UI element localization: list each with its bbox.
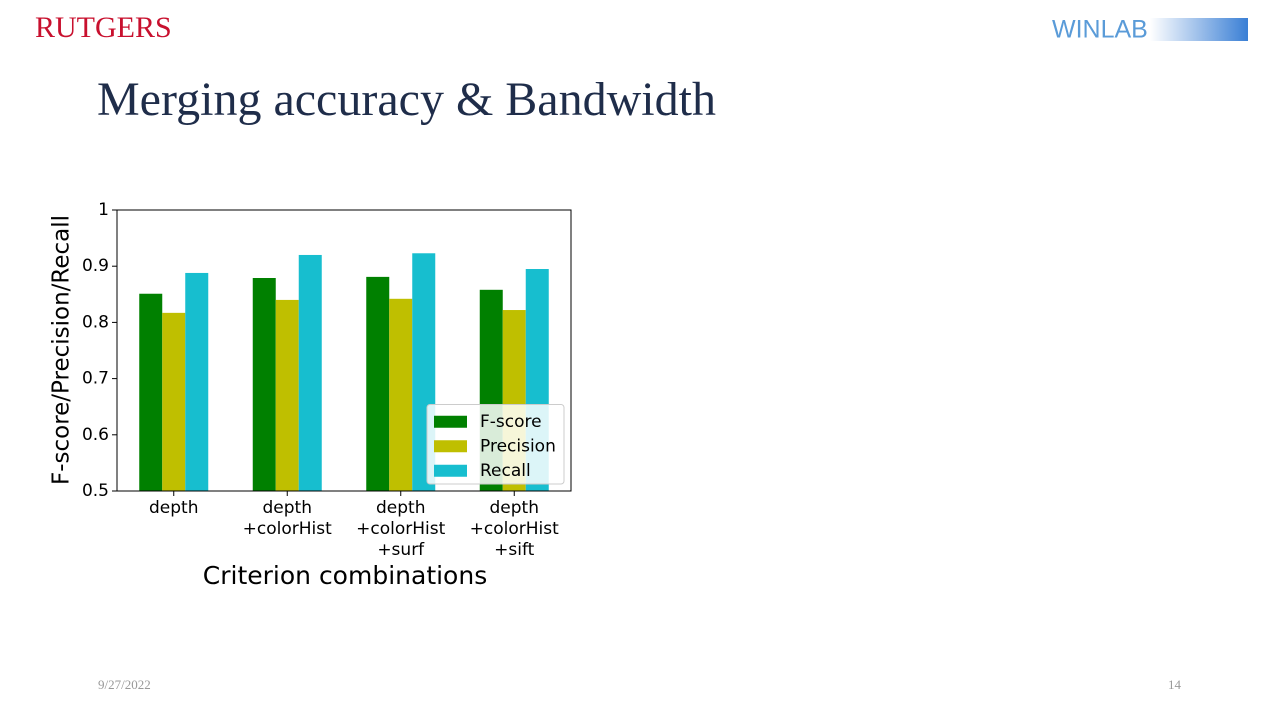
legend-swatch <box>434 464 467 477</box>
y-axis-label: F-score/Precision/Recall <box>49 215 75 485</box>
logo-left: RUTGERS <box>35 11 172 44</box>
bar <box>366 276 390 491</box>
legend-label: F-score <box>480 412 542 432</box>
y-tick-label: 0.9 <box>82 256 109 276</box>
legend-swatch <box>434 440 467 453</box>
x-tick-label: depth +colorHist <box>243 498 332 539</box>
bar <box>389 298 413 491</box>
bar <box>298 254 322 491</box>
footer-date: 9/27/2022 <box>98 677 151 692</box>
y-tick-label: 0.8 <box>82 312 109 332</box>
bar <box>139 293 163 491</box>
legend-label: Recall <box>480 461 531 481</box>
slide-title: Merging accuracy & Bandwidth <box>97 73 716 126</box>
x-tick-label: depth +colorHist +sift <box>470 498 559 560</box>
bar <box>162 312 186 491</box>
plot-frame <box>116 209 572 492</box>
x-axis-label: Criterion combinations <box>203 561 487 590</box>
y-tick-label: 1 <box>98 200 109 220</box>
logo-right: WINLAB <box>1052 16 1148 44</box>
legend-swatch <box>434 415 467 428</box>
y-tick-label: 0.5 <box>82 481 109 501</box>
bar <box>252 278 276 491</box>
legend-label: Precision <box>480 436 556 456</box>
y-tick-label: 0.6 <box>82 425 109 445</box>
x-tick-label: depth +colorHist +surf <box>356 498 445 560</box>
logo-bar <box>1150 18 1248 41</box>
bar <box>275 299 299 491</box>
bar <box>185 272 209 491</box>
x-tick-label: depth <box>149 498 198 518</box>
footer-page: 14 <box>1168 677 1182 692</box>
y-tick-label: 0.7 <box>82 369 109 389</box>
